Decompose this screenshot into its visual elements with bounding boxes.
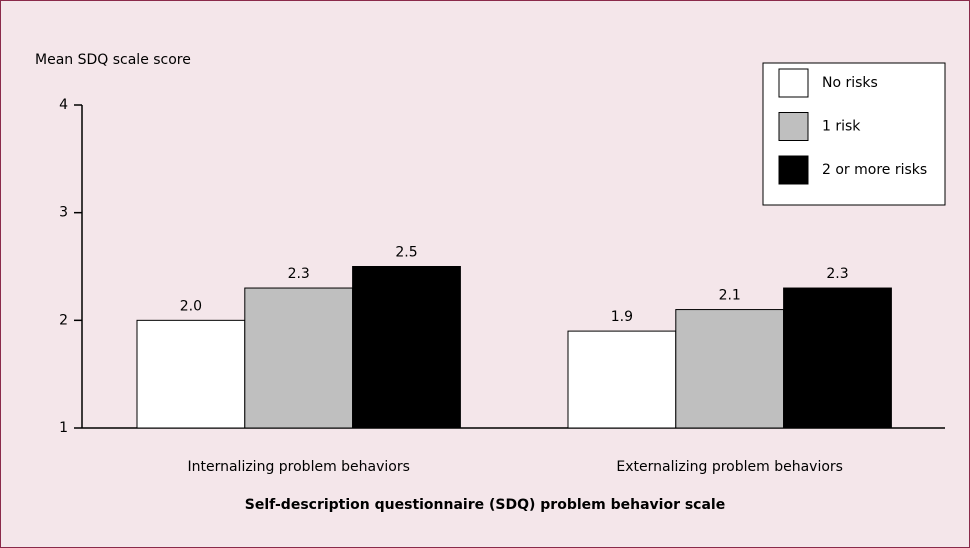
legend-swatch: [778, 112, 809, 141]
data-label: 2.3: [826, 266, 848, 282]
bar: [244, 287, 354, 429]
data-label: 2.0: [180, 298, 202, 314]
data-label: 2.1: [719, 288, 741, 304]
y-tick-label: 4: [59, 97, 68, 113]
data-label: 1.9: [611, 309, 633, 325]
bar: [567, 330, 677, 429]
legend-swatch: [778, 68, 809, 98]
legend-label: 2 or more risks: [822, 162, 927, 178]
bar: [783, 287, 892, 429]
data-label: 2.3: [288, 266, 310, 282]
legend-label: No risks: [822, 75, 878, 91]
x-tick-label: Internalizing problem behaviors: [187, 459, 409, 475]
x-tick-label: Externalizing problem behaviors: [616, 459, 843, 475]
legend-swatch: [778, 155, 809, 185]
y-tick-label: 3: [59, 205, 68, 221]
y-tick-label: 1: [59, 420, 68, 436]
data-label: 2.5: [395, 245, 417, 261]
bar: [675, 309, 785, 429]
bar: [136, 319, 246, 429]
y-tick-label: 2: [59, 312, 68, 328]
bar: [352, 266, 461, 429]
x-axis-label: Self-description questionnaire (SDQ) pro…: [245, 497, 725, 513]
y-axis-label: Mean SDQ scale score: [35, 52, 191, 68]
legend-label: 1 risk: [822, 119, 861, 135]
